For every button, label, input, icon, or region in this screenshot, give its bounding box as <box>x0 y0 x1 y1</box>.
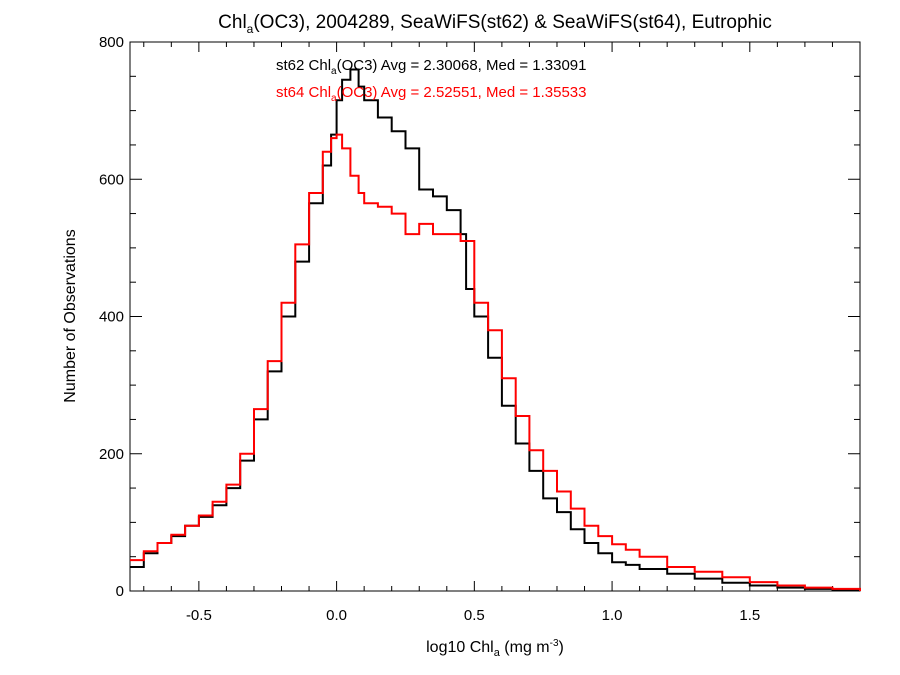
y-axis-label: Number of Observations <box>62 229 79 402</box>
x-axis-label: log10 Chla (mg m-3) <box>426 638 564 659</box>
legend-entry-st62: st62 Chla(OC3) Avg = 2.30068, Med = 1.33… <box>276 57 587 77</box>
x-tick-label: 1.0 <box>602 607 623 624</box>
x-tick-label: 0.5 <box>464 607 485 624</box>
chart-title: Chla(OC3), 2004289, SeaWiFS(st62) & SeaW… <box>218 12 772 36</box>
x-tick-label: -0.5 <box>186 607 212 624</box>
plot-frame <box>129 41 861 592</box>
axis-ticks: -0.5 0.0 0.5 1.0 1.5 0 200 400 600 800 <box>99 34 861 624</box>
y-tick-label: 400 <box>99 309 124 326</box>
x-tick-label: 1.5 <box>739 607 760 624</box>
y-tick-label: 800 <box>99 34 124 51</box>
y-tick-label: 200 <box>99 446 124 463</box>
y-tick-label: 0 <box>116 583 124 600</box>
legend-entry-st64: st64 Chla(OC3) Avg = 2.52551, Med = 1.35… <box>276 84 587 104</box>
x-tick-label: 0.0 <box>326 607 347 624</box>
series-st64-line <box>130 133 861 591</box>
series-group <box>130 68 861 592</box>
series-st62-line <box>130 68 861 592</box>
y-tick-label: 600 <box>99 171 124 188</box>
